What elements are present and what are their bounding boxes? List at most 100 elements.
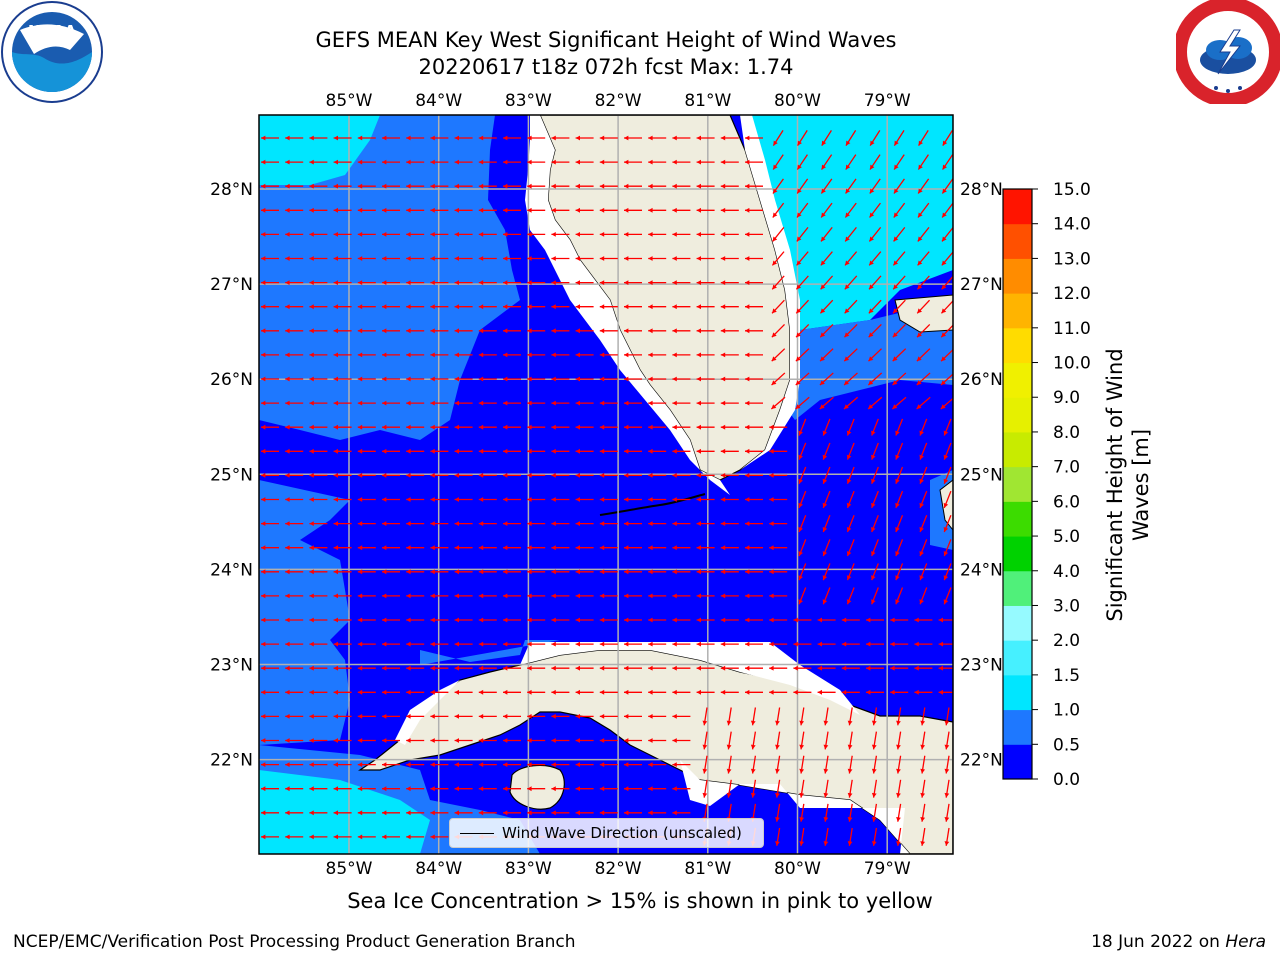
wave-direction-arrow [696, 497, 715, 502]
wave-direction-arrow [599, 810, 618, 816]
wave-direction-arrow [503, 352, 521, 358]
wave-direction-arrow [775, 707, 781, 726]
wave-direction-arrow [527, 641, 546, 647]
wave-direction-arrow [599, 569, 618, 575]
isla-juventud-land [509, 764, 565, 810]
wave-direction-arrow [503, 135, 521, 141]
wave-direction-arrow [799, 731, 805, 750]
wave-direction-arrow [309, 304, 328, 310]
wave-direction-arrow [648, 593, 667, 599]
wave-direction-arrow [503, 786, 521, 792]
wave-direction-arrow [942, 130, 953, 146]
wave-direction-arrow [454, 183, 473, 189]
wave-direction-arrow [527, 376, 546, 382]
wave-direction-arrow [720, 304, 739, 310]
wave-direction-arrow [527, 497, 546, 502]
wave-direction-arrow [920, 707, 926, 726]
wave-direction-arrow [333, 159, 352, 165]
wave-direction-arrow [575, 159, 594, 165]
wave-direction-arrow [917, 251, 930, 266]
wave-direction-arrow [454, 569, 473, 575]
wave-direction-arrow [309, 473, 328, 478]
wave-direction-arrow [624, 304, 642, 310]
wave-direction-arrow [454, 545, 473, 551]
wave-direction-arrow [822, 563, 831, 581]
wave-direction-arrow [478, 376, 497, 382]
wave-direction-arrow [527, 207, 546, 213]
wave-direction-arrow [527, 159, 546, 165]
wave-direction-arrow [624, 352, 642, 358]
wave-direction-arrow [430, 714, 449, 719]
lat-tick-label-right: 26°N [960, 370, 1003, 390]
wave-direction-arrow [798, 539, 807, 557]
wave-direction-arrow [575, 448, 594, 454]
wave-direction-arrow [430, 135, 449, 141]
wave-direction-arrow [503, 545, 521, 551]
colorbar-tick-label: 13.0 [1053, 249, 1091, 269]
wave-direction-arrow [771, 299, 785, 314]
wave-direction-arrow [527, 714, 546, 719]
wave-direction-arrow [599, 689, 618, 695]
wave-direction-arrow [430, 256, 449, 261]
axis-tick-labels: 85°W 85°W 84°W 84°W 83°W 83°W 82°W 82°W 81°W 81°W… [210, 91, 1003, 879]
colorbar-swatch [1003, 258, 1032, 294]
wave-direction-arrow [624, 256, 642, 261]
wave-direction-arrow [406, 159, 425, 165]
wave-direction-arrow [769, 641, 788, 647]
wave-direction-arrow [919, 563, 928, 581]
wave-direction-arrow [575, 232, 594, 237]
wave-direction-arrow [285, 352, 304, 358]
colorbar-title-line1: Significant Height of Wind [1103, 348, 1127, 621]
wave-direction-arrow [430, 424, 449, 430]
wave-direction-arrow [382, 232, 400, 237]
wave-direction-arrow [867, 372, 883, 386]
wave-direction-arrow [285, 424, 304, 430]
wave-direction-arrow [551, 810, 570, 816]
wave-direction-arrow [769, 473, 788, 478]
wave-direction-arrow [382, 256, 400, 261]
wave-direction-arrow [672, 304, 691, 310]
wave-direction-arrow [648, 810, 667, 816]
wave-direction-arrow [599, 183, 618, 189]
wave-direction-arrow [871, 779, 878, 798]
wave-direction-arrow [285, 545, 304, 551]
wave-direction-arrow [406, 183, 425, 189]
wave-direction-arrow [382, 304, 400, 310]
wave-direction-arrow [726, 731, 732, 750]
wave-direction-arrow [527, 473, 546, 478]
wave-direction-arrow [890, 617, 909, 623]
wave-direction-arrow [769, 593, 788, 599]
wave-direction-arrow [382, 738, 400, 743]
wave-direction-arrow [430, 448, 449, 454]
wave-direction-arrow [575, 183, 594, 189]
lat-tick-label-left: 27°N [210, 275, 253, 295]
wave-direction-arrow [944, 755, 950, 774]
wave-direction-arrow [895, 466, 904, 485]
wave-direction-arrow [527, 521, 546, 526]
wave-direction-arrow [648, 521, 667, 526]
wave-direction-arrow [575, 786, 594, 792]
wave-direction-arrow [599, 280, 618, 285]
chart-subtitle: 20220617 t18z 072h fcst Max: 1.74 [418, 55, 794, 79]
wave-direction-arrow [575, 497, 594, 502]
wave-direction-arrow [333, 786, 352, 792]
colorbar-swatch [1003, 466, 1032, 502]
wave-direction-arrow [478, 497, 497, 502]
wave-direction-arrow [943, 563, 952, 581]
colorbar-tick-label: 7.0 [1053, 458, 1080, 478]
wave-direction-arrow [940, 324, 953, 338]
wave-direction-arrow [890, 689, 909, 695]
wave-direction-arrow [720, 593, 739, 599]
wave-direction-arrow [357, 207, 376, 213]
colorbar-tick-label: 8.0 [1053, 423, 1080, 443]
wave-direction-arrow [478, 400, 497, 406]
wave-direction-arrow [454, 448, 473, 454]
wave-direction-arrow [261, 714, 279, 719]
wave-direction-arrow [261, 641, 279, 647]
colorbar-tick-label: 3.0 [1053, 596, 1080, 616]
wave-direction-arrow [551, 328, 570, 334]
wave-direction-arrow [430, 689, 449, 695]
wave-direction-arrow [624, 232, 642, 237]
wave-direction-arrow [866, 665, 884, 671]
wave-direction-arrow [406, 738, 425, 743]
